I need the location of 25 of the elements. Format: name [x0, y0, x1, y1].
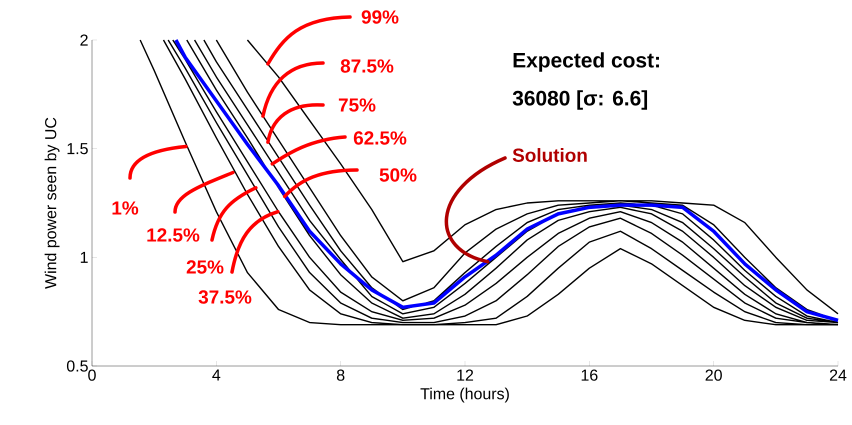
x-tick-label: 16 — [582, 370, 598, 381]
y-tick-label: 1 — [80, 252, 88, 263]
x-tick-label: 8 — [336, 370, 344, 381]
annotation: 12.5% — [147, 228, 200, 242]
annotation: 87.5% — [340, 59, 394, 73]
annotation: 1% — [112, 201, 138, 215]
y-axis-title: Wind power seen by UC — [44, 118, 60, 289]
y-tick-label: 2 — [80, 34, 88, 46]
y-tick-label: 0.5 — [66, 360, 88, 372]
x-tick-label: 4 — [212, 370, 220, 380]
annotation: 50% — [380, 168, 416, 182]
annotation: 25% — [186, 260, 224, 274]
annotation: 37.5% — [198, 290, 252, 304]
annotation: 62.5% — [354, 131, 406, 145]
y-tick-label: 1.5 — [68, 143, 88, 154]
x-tick-label: 24 — [830, 370, 846, 381]
annotation: Expected cost: — [514, 52, 659, 72]
annotation: 36080 [σ: 6.6] — [512, 90, 648, 110]
x-tick-label: 0 — [88, 370, 96, 381]
annotation: Solution — [512, 148, 587, 162]
x-axis-title: Time (hours) — [420, 388, 509, 402]
annotation: 75% — [338, 98, 376, 112]
x-tick-label: 12 — [457, 370, 474, 381]
x-tick-label: 20 — [706, 370, 722, 381]
annotation: 99% — [362, 10, 398, 24]
